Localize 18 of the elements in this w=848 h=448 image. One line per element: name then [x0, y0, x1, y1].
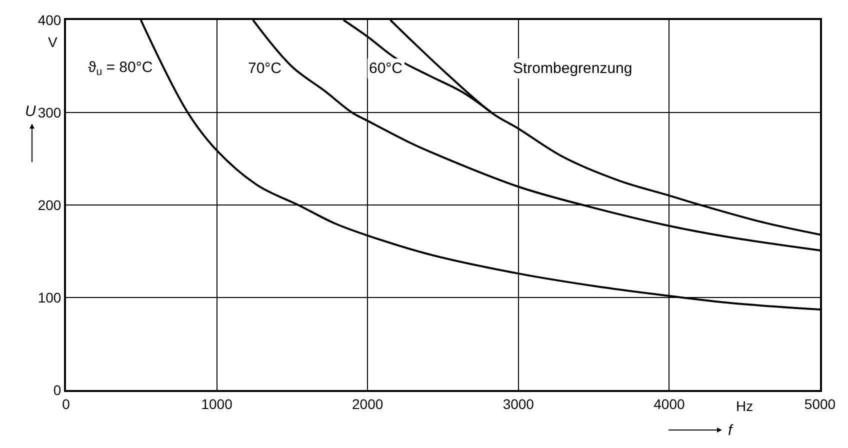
x-tick-label: 4000 [654, 396, 685, 412]
y-axis-title: U [25, 103, 36, 120]
text: Hz [736, 398, 754, 414]
text: V [48, 34, 58, 50]
x-tick-label: 2000 [352, 396, 384, 412]
x-axis-title: f [728, 422, 734, 439]
text: Strombegrenzung [513, 60, 632, 77]
y-tick-label: 400 [38, 12, 62, 28]
series-label: ϑ$_{u}$ = 80°C [88, 59, 153, 78]
y-tick-label: 100 [38, 289, 62, 306]
series-label: 70°C [248, 60, 282, 77]
x-tick-label: 1000 [201, 396, 233, 412]
series-label: 60°C [369, 60, 403, 77]
y-tick-label: 0 [53, 382, 62, 398]
y-tick-label: 300 [38, 104, 62, 120]
x-tick-label: 3000 [502, 396, 534, 412]
x-tick-label: 5000 [804, 396, 836, 412]
y-tick-label: 200 [38, 196, 62, 213]
